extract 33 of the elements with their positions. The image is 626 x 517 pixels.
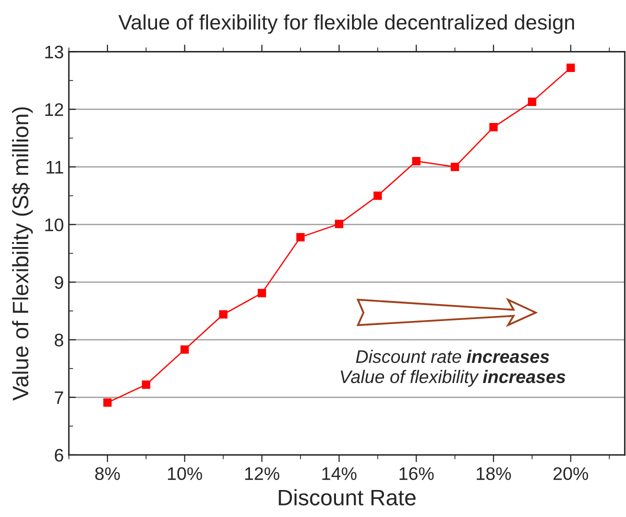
- y-tick-label: 9: [54, 276, 64, 289]
- x-tick-label: 16%: [400, 467, 434, 480]
- point: [412, 156, 420, 166]
- x-axis-title: Discount Rate: [278, 489, 416, 506]
- point: [296, 233, 305, 242]
- y-tick-label: 8: [54, 334, 64, 346]
- point: [334, 220, 344, 228]
- x-tick-label: 18%: [476, 467, 511, 480]
- y-tick-label: 11: [46, 161, 64, 174]
- y-tick-label: 6: [54, 448, 64, 462]
- y-tick-label: 12: [45, 103, 64, 116]
- point: [566, 64, 575, 72]
- x-tick-label: 8%: [95, 467, 120, 480]
- y-axis-title: Value of Flexibility (S$ million): [12, 107, 33, 401]
- point: [450, 162, 460, 172]
- y-tick-label: 13: [45, 46, 64, 58]
- point: [103, 398, 112, 407]
- point: [374, 192, 382, 200]
- point: [180, 345, 189, 354]
- point: [219, 310, 228, 319]
- annotation: Discount rate increases: [356, 350, 550, 364]
- point: [528, 98, 536, 106]
- chart-title: Value of flexibility for flexible decentralized design: [118, 14, 574, 34]
- x-tick-label: 14%: [322, 467, 357, 480]
- y-tick-label: 7: [54, 391, 64, 404]
- x-tick-label: 10%: [168, 467, 202, 480]
- point: [258, 288, 266, 298]
- x-tick-label: 20%: [554, 467, 588, 480]
- x-tick-label: 12%: [245, 467, 280, 480]
- point: [142, 380, 150, 389]
- point: [489, 123, 498, 132]
- annotation: Value of flexibility increases: [340, 370, 566, 387]
- y-tick-label: 10: [45, 218, 64, 232]
